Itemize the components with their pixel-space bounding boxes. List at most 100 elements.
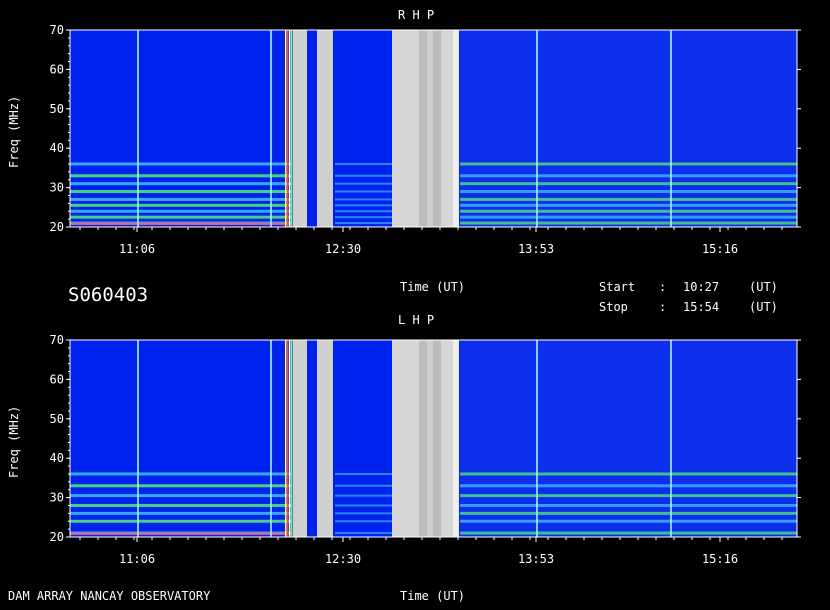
lhp-y-tick-label: 20 [50, 530, 64, 544]
lhp-data-gap [427, 340, 433, 537]
lhp-title: L H P [398, 313, 435, 327]
lhp-burst-line [285, 340, 287, 537]
rhp-band-right [460, 203, 797, 207]
lhp-band-mid [335, 532, 392, 535]
rhp-band-mid [335, 204, 392, 207]
rhp-edge-line [70, 222, 292, 225]
rhp-band-right [460, 221, 797, 225]
rhp-band-mid [335, 190, 392, 193]
rhp-band-mid [335, 210, 392, 213]
rhp-x-tick-label: 12:30 [325, 242, 361, 256]
lhp-band-left [70, 484, 292, 488]
rhp-data-gap [427, 30, 433, 227]
middle-time-label: Time (UT) [400, 280, 466, 294]
rhp-y-tick-label: 30 [50, 181, 64, 195]
lhp-band-mid [335, 504, 392, 507]
lhp-band-right [460, 503, 797, 507]
rhp-vertical-line [270, 30, 272, 227]
rhp-haze [460, 30, 797, 227]
rhp-burst-line [287, 30, 289, 227]
lhp-edge-line [70, 532, 292, 535]
rhp-y-tick-label: 60 [50, 62, 64, 76]
rhp-band-left [70, 203, 292, 207]
rhp-band-right [460, 197, 797, 201]
lhp-y-tick-label: 50 [50, 412, 64, 426]
lhp-band-mid [335, 494, 392, 497]
lhp-burst-line [291, 340, 293, 537]
rhp-data-gap [317, 30, 333, 227]
rhp-band-right [460, 190, 797, 194]
lhp-data-gap [293, 340, 307, 537]
lhp-band-mid [335, 512, 392, 515]
lhp-haze [460, 340, 797, 537]
rhp-vertical-line [536, 30, 538, 227]
start-value: 10:27 [683, 280, 720, 294]
rhp-title: R H P [398, 8, 435, 22]
lhp-band-mid [335, 484, 392, 487]
rhp-y-tick-label: 70 [50, 23, 64, 37]
rhp-data-gap [293, 30, 307, 227]
rhp-vertical-line [670, 30, 672, 227]
lhp-vertical-line [670, 340, 672, 537]
lhp-data-gap [433, 340, 441, 537]
lhp-data-gap [317, 340, 333, 537]
lhp-band-left [70, 519, 292, 523]
lhp-data-gap [441, 340, 453, 537]
stop-sep: : [659, 300, 667, 314]
rhp-x-tick-label: 11:06 [119, 242, 155, 256]
rhp-axes-frame [69, 29, 798, 228]
observatory-label: DAM ARRAY NANCAY OBSERVATORY [8, 589, 211, 603]
rhp-y-tick-label: 20 [50, 220, 64, 234]
rhp-band-right [460, 174, 797, 178]
rhp-vertical-line [137, 30, 139, 227]
rhp-y-tick-label: 50 [50, 102, 64, 116]
lhp-vertical-line [137, 340, 139, 537]
lhp-band-right [460, 531, 797, 535]
lhp-band-right [460, 511, 797, 515]
rhp-band-left [70, 162, 292, 166]
rhp-x-tick-label: 13:53 [518, 242, 554, 256]
rhp-band-mid [335, 174, 392, 177]
rhp-band-mid [335, 222, 392, 225]
rhp-data-gap [441, 30, 453, 227]
lhp-y-tick-label: 70 [50, 333, 64, 347]
lhp-x-tick-label: 15:16 [702, 552, 738, 566]
lhp-x-tick-label: 11:06 [119, 552, 155, 566]
rhp-y-tick-label: 40 [50, 141, 64, 155]
lhp-band-left [70, 503, 292, 507]
stop-value: 15:54 [683, 300, 720, 314]
rhp-data-gap [453, 30, 459, 227]
rhp-band-right [460, 162, 797, 166]
lhp-x-tick-label: 13:53 [518, 552, 554, 566]
lhp-data-gap [419, 340, 427, 537]
date-code: S060403 [68, 284, 149, 306]
rhp-band-mid [335, 162, 392, 165]
lhp-band-left [70, 494, 292, 498]
start-label: Start [599, 280, 636, 294]
lhp-band-left [70, 472, 292, 476]
lhp-y-tick-label: 60 [50, 372, 64, 386]
rhp-burst-line [291, 30, 293, 227]
bottom-time-label: Time (UT) [400, 589, 466, 603]
rhp-band-mid [335, 198, 392, 201]
rhp-band-left [70, 197, 292, 201]
rhp-data-gap [392, 30, 419, 227]
rhp-band-right [460, 215, 797, 219]
lhp-data-gap [453, 340, 459, 537]
rhp-band-left [70, 215, 292, 219]
rhp-band-left [70, 190, 292, 194]
lhp-band-right [460, 494, 797, 498]
lhp-vertical-line [270, 340, 272, 537]
lhp-band-right [460, 484, 797, 488]
lhp-y-tick-label: 40 [50, 451, 64, 465]
lhp-band-mid [335, 520, 392, 523]
lhp-y-label: Freq (MHz) [7, 405, 21, 478]
rhp-band-mid [335, 216, 392, 219]
lhp-axes-frame [69, 339, 798, 538]
rhp-band-left [70, 209, 292, 213]
rhp-y-label: Freq (MHz) [7, 95, 21, 168]
lhp-burst-line [287, 340, 289, 537]
lhp-band-left [70, 511, 292, 515]
start-unit: (UT) [749, 280, 778, 294]
